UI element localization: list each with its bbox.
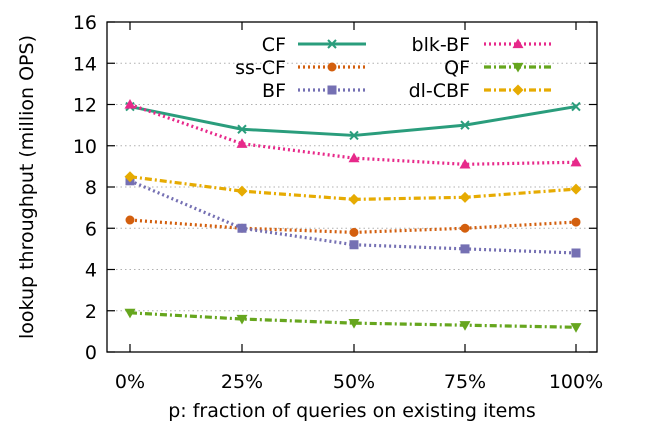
y-tick-label: 10 [73, 136, 97, 158]
legend-item-qf: QF [444, 57, 552, 79]
legend-label: blk-BF [412, 34, 470, 56]
data-point-dl-cbf [459, 191, 471, 203]
data-point-ss-cf [571, 217, 581, 227]
legend-label: BF [262, 80, 286, 102]
data-point-cf [349, 130, 359, 141]
series-bf [125, 176, 581, 258]
x-tick-label: 100% [549, 371, 603, 393]
y-tick-label: 14 [73, 53, 97, 75]
legend-label: CF [262, 34, 286, 56]
data-point-blk-bf [236, 138, 248, 148]
x-axis-label: p: fraction of queries on existing items [168, 400, 536, 422]
series-cf [125, 101, 581, 141]
x-tick-label: 25% [221, 371, 263, 393]
x-tick-label: 50% [333, 371, 375, 393]
series-line-bf [129, 179, 577, 255]
y-tick-label: 2 [85, 301, 97, 323]
data-point-ss-cf [460, 223, 470, 233]
data-point-cf [571, 101, 581, 112]
x-tick-label: 75% [444, 371, 486, 393]
legend-item-blk-bf: blk-BF [412, 34, 552, 56]
legend-marker [512, 38, 524, 49]
y-tick-label: 8 [85, 177, 97, 199]
legend-marker [327, 39, 337, 49]
data-point-bf [237, 223, 247, 233]
legend-marker [512, 62, 524, 73]
series-blk-bf [124, 99, 582, 169]
legend-label: ss-CF [235, 57, 286, 79]
ticks: 0 2 4 6 8 10 12 14 16 0% 25% 50% 75% 100% [73, 12, 603, 393]
data-point-dl-cbf [570, 183, 582, 195]
data-point-blk-bf [124, 99, 136, 109]
legend-marker [327, 62, 337, 72]
legend-item-dl-cbf: dl-CBF [409, 80, 552, 102]
legend-item-bf: BF [262, 80, 366, 102]
data-point-ss-cf [349, 227, 359, 237]
legend-label: dl-CBF [409, 80, 470, 102]
data-point-bf [460, 244, 470, 254]
data-point-cf [460, 120, 470, 130]
y-axis-label: lookup throughput (million OPS) [16, 35, 38, 339]
legend-marker [327, 85, 337, 95]
series-qf [124, 308, 582, 333]
data-point-bf [571, 248, 581, 258]
series-ss-cf [125, 215, 581, 237]
y-tick-label: 16 [73, 12, 97, 34]
data-point-dl-cbf [236, 185, 248, 197]
series-dl-cbf [124, 171, 582, 205]
y-tick-label: 4 [85, 260, 97, 282]
legend-marker [512, 84, 524, 96]
legend-item-cf: CF [262, 34, 366, 56]
data-point-qf [236, 314, 248, 325]
data-point-dl-cbf [348, 193, 360, 205]
data-point-blk-bf [459, 158, 471, 169]
series [124, 99, 582, 333]
data-point-ss-cf [125, 215, 135, 225]
data-point-qf [570, 323, 582, 333]
y-tick-label: 6 [85, 218, 97, 240]
data-point-blk-bf [348, 152, 360, 163]
data-point-qf [348, 319, 360, 329]
data-point-dl-cbf [124, 171, 136, 183]
series-line-cf [129, 105, 577, 137]
data-point-blk-bf [570, 156, 582, 167]
legend-item-ss-cf: ss-CF [235, 57, 366, 79]
data-point-bf [349, 240, 359, 250]
grid [107, 62, 597, 312]
y-tick-label: 0 [85, 342, 97, 364]
data-point-qf [459, 321, 471, 331]
x-tick-label: 0% [115, 371, 145, 393]
data-point-cf [237, 124, 247, 134]
data-point-qf [124, 308, 136, 319]
y-tick-label: 12 [73, 95, 97, 117]
legend-label: QF [444, 57, 470, 79]
